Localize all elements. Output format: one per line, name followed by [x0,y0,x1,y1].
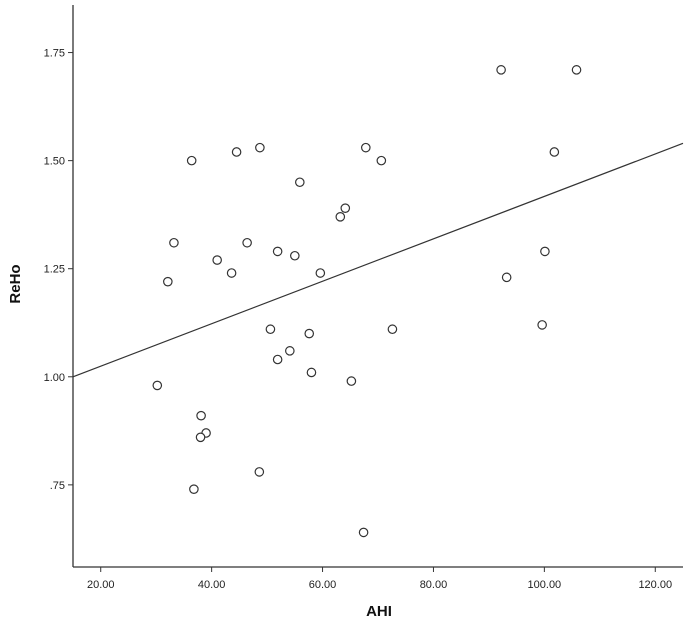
regression-fit-line [72,142,684,378]
data-point [231,147,242,157]
data-point [186,155,197,166]
data-point [163,276,173,287]
data-point [340,203,351,213]
data-point [265,324,276,335]
data-point [306,367,317,378]
data-point [255,142,265,153]
x-tick-label: 20.00 [87,579,115,591]
data-point [358,527,369,538]
data-point [315,268,326,278]
y-tick-label: 1.75 [44,48,65,60]
data-point [189,484,199,494]
data-point [376,155,387,166]
data-point [346,376,357,386]
data-point [285,346,295,356]
data-point [571,65,582,75]
x-tick-label: 80.00 [420,579,448,591]
x-axis-ticks: 20.00 40.00 60.00 80.00 100.00 120.00 [87,567,672,591]
data-point [540,246,550,257]
data-point [169,237,179,248]
scatter-points [152,65,582,538]
data-point [254,467,265,477]
data-point [212,255,222,265]
x-tick-label: 40.00 [198,579,226,591]
data-point [290,250,300,261]
data-point [242,237,252,248]
data-point [537,320,547,330]
data-point [387,324,398,335]
y-tick-label: .75 [50,480,65,492]
data-point [496,65,506,75]
data-point [304,328,315,339]
y-tick-label: 1.50 [44,156,65,168]
x-axis-title: AHI [366,603,392,620]
x-tick-label: 60.00 [309,579,337,591]
data-point [272,246,283,257]
data-point [335,212,346,222]
data-point [152,380,163,391]
data-point [272,354,283,365]
data-point [226,268,237,278]
y-axis-title: ReHo [7,264,24,303]
x-tick-label: 120.00 [638,579,672,591]
y-tick-label: 1.00 [44,372,65,384]
x-tick-label: 100.00 [528,579,562,591]
y-axis-ticks: .75 1.00 1.25 1.50 1.75 [44,48,73,492]
data-point [195,432,206,443]
data-point [501,272,512,283]
data-point [196,410,206,421]
y-tick-label: 1.25 [44,264,65,276]
data-point [360,142,371,153]
data-point [295,177,305,188]
data-point [549,147,560,157]
